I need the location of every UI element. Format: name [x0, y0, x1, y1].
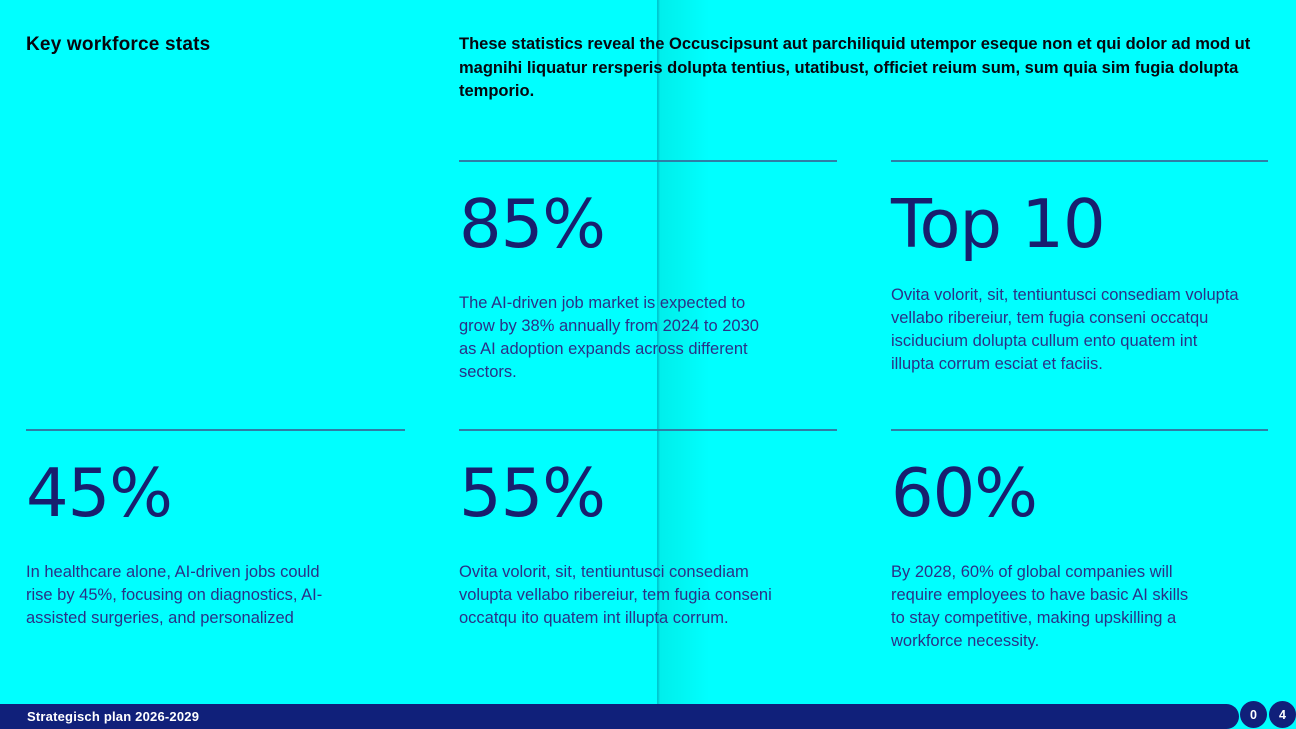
footer: Strategisch plan 2026-2029 0 4	[0, 701, 1296, 729]
stat-divider	[26, 429, 405, 431]
stat-value: Top 10	[891, 185, 1106, 263]
stat-value: 85%	[459, 185, 606, 263]
stat-block-45-percent: 45% In healthcare alone, AI-driven jobs …	[26, 429, 405, 630]
stat-value: 60%	[891, 454, 1038, 532]
page-title: Key workforce stats	[26, 34, 211, 55]
stat-block-85-percent: 85% The AI-driven job market is expected…	[459, 160, 837, 384]
page-number-badge-0: 0	[1240, 701, 1267, 728]
stat-description: Ovita volorit, sit, tentiuntusci consedi…	[891, 286, 1239, 373]
stat-block-55-percent: 55% Ovita volorit, sit, tentiuntusci con…	[459, 429, 837, 630]
page-number-badge-4: 4	[1269, 701, 1296, 728]
footer-document-title: Strategisch plan 2026-2029	[27, 709, 200, 724]
stat-block-60-percent: 60% By 2028, 60% of global companies wil…	[891, 429, 1268, 653]
footer-bar: Strategisch plan 2026-2029	[0, 704, 1239, 729]
stat-description: By 2028, 60% of global companies will re…	[891, 563, 1189, 650]
stat-value: 45%	[26, 454, 173, 532]
stat-divider	[891, 429, 1268, 431]
stat-description: Ovita volorit, sit, tentiuntusci consedi…	[459, 563, 772, 627]
stat-divider	[459, 160, 837, 162]
stat-divider	[891, 160, 1268, 162]
stat-description: In healthcare alone, AI-driven jobs coul…	[26, 563, 323, 627]
stat-value: 55%	[459, 454, 606, 532]
intro-paragraph: These statistics reveal the Occuscipsunt…	[459, 35, 1251, 100]
stat-divider	[459, 429, 837, 431]
stat-description: The AI-driven job market is expected to …	[459, 294, 759, 381]
stat-block-top-10: Top 10 Ovita volorit, sit, tentiuntusci …	[891, 160, 1268, 376]
